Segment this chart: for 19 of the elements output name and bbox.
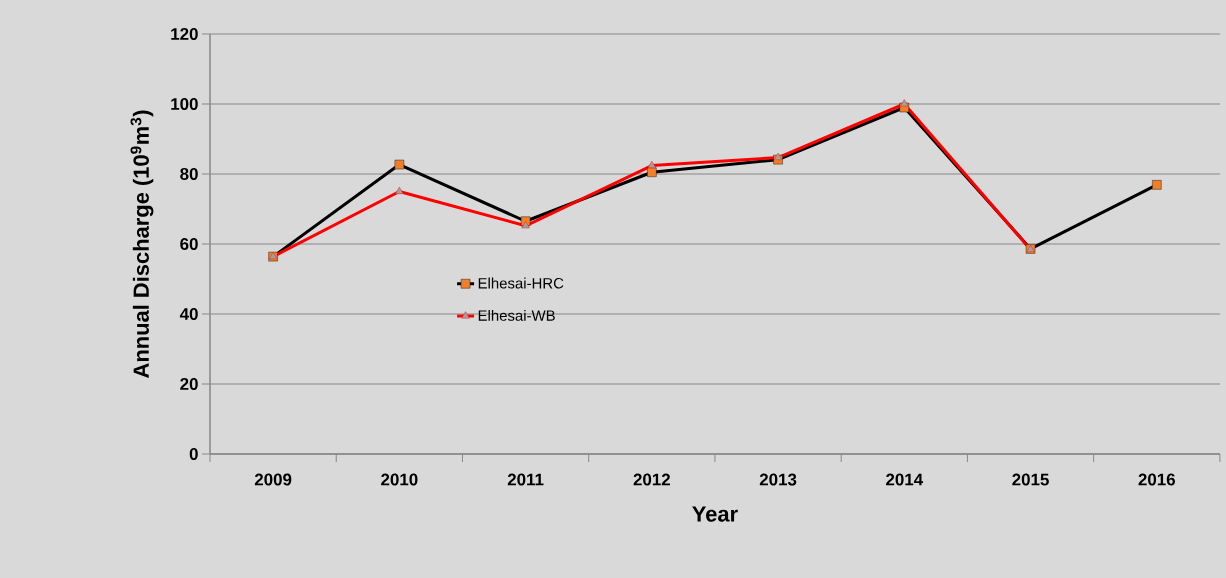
x-tick-label: 2013 xyxy=(759,473,797,486)
y-tick-label: 60 xyxy=(180,238,198,250)
y-tick-label: 100 xyxy=(171,98,198,110)
legend-label: Elhesai-WB xyxy=(478,309,555,321)
x-tick-label: 2012 xyxy=(633,473,670,486)
x-tick-label: 2010 xyxy=(381,473,418,486)
y-axis-title: Annual Discharge (10$^{9}$m$^{3}$) xyxy=(130,110,154,378)
x-tick-label: 2016 xyxy=(1138,473,1175,486)
x-tick-label: 2009 xyxy=(254,473,292,486)
x-tick-label: 2011 xyxy=(507,473,544,486)
y-tick-label: 20 xyxy=(180,378,198,390)
y-tick-label: 0 xyxy=(189,448,198,460)
y-tick-label: 40 xyxy=(179,308,198,320)
legend-label: Elhesai-HRC xyxy=(478,277,564,289)
x-tick-label: 2014 xyxy=(886,473,924,486)
y-tick-label: 80 xyxy=(180,168,198,180)
x-tick-label: 2015 xyxy=(1012,473,1049,486)
x-axis-title: Year xyxy=(692,506,738,522)
y-tick-label: 120 xyxy=(171,28,198,40)
